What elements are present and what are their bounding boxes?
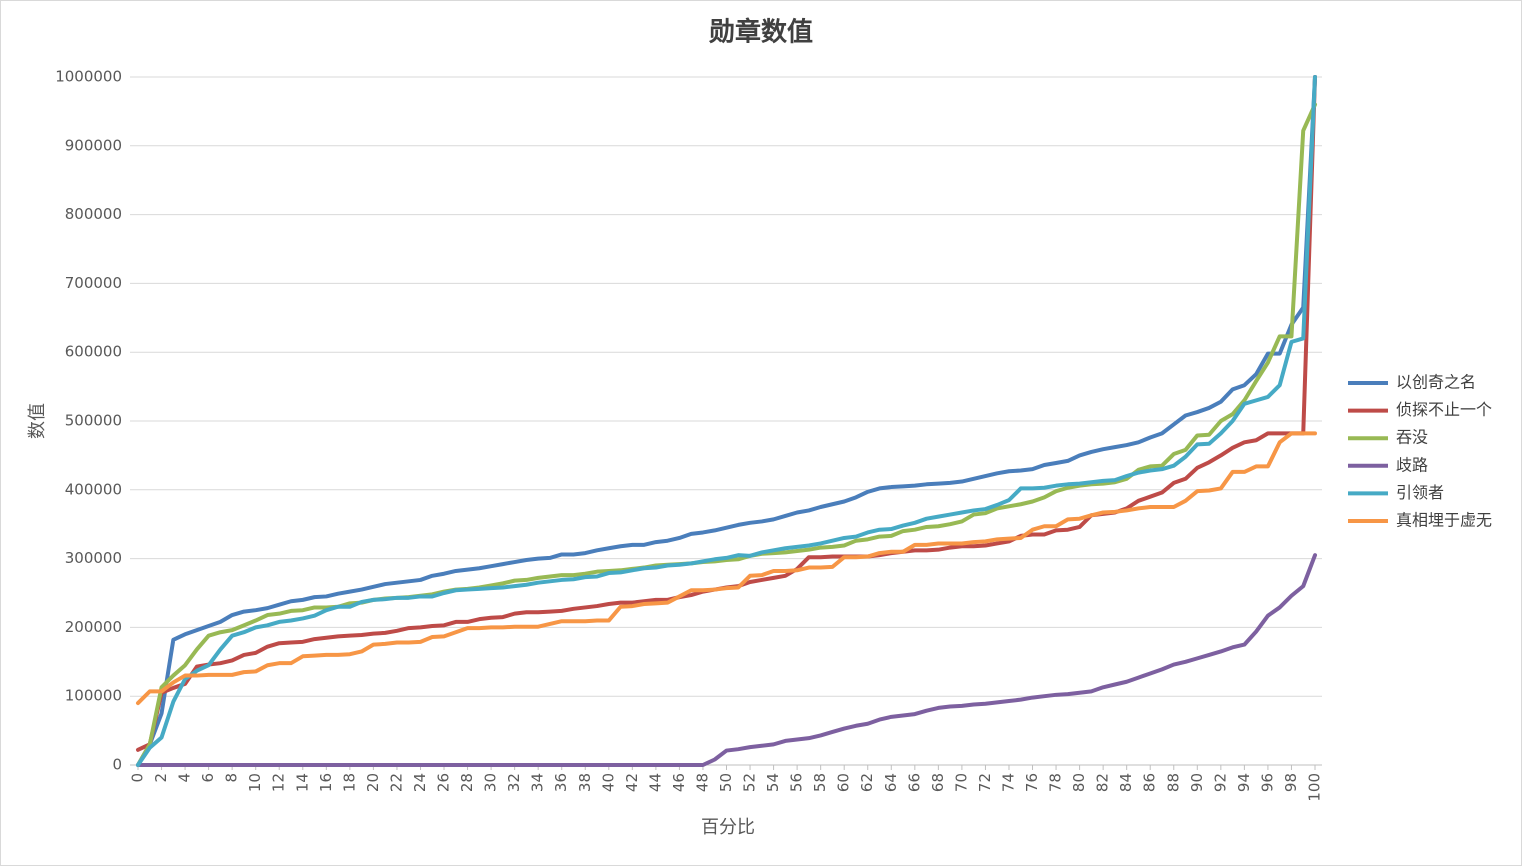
x-tick-label: 90 xyxy=(1188,773,1206,792)
x-tick-label: 40 xyxy=(599,773,617,792)
y-tick-label: 1000000 xyxy=(55,68,122,86)
line xyxy=(136,553,1317,767)
x-tick-label: 18 xyxy=(340,773,358,792)
x-tick-label: 88 xyxy=(1164,773,1182,792)
x-tick-label: 78 xyxy=(1047,773,1065,792)
x-tick-label: 16 xyxy=(317,773,335,792)
x-tick-label: 76 xyxy=(1023,773,1041,792)
x-tick-label: 36 xyxy=(552,773,570,792)
x-tick-label: 10 xyxy=(246,773,264,792)
y-tick-label: 700000 xyxy=(65,274,122,292)
x-tick-label: 100 xyxy=(1306,773,1324,802)
x-tick-label: 86 xyxy=(1141,773,1159,792)
x-tick-label: 8 xyxy=(223,773,241,783)
x-tick-label: 44 xyxy=(646,773,664,792)
x-tick-label: 42 xyxy=(623,773,641,792)
x-tick-label: 72 xyxy=(976,773,994,792)
x-tick-label: 82 xyxy=(1094,773,1112,792)
x-tick-label: 94 xyxy=(1235,773,1253,792)
y-tick-label: 100000 xyxy=(65,687,122,705)
x-tick-label: 54 xyxy=(764,773,782,792)
line xyxy=(136,431,1317,706)
legend-text: 歧路 xyxy=(1396,455,1428,474)
x-tick-label: 98 xyxy=(1282,773,1300,792)
y-tick-label: 600000 xyxy=(65,343,122,361)
line xyxy=(136,75,1317,767)
x-tick-label: 4 xyxy=(176,773,194,783)
x-tick-label: 30 xyxy=(482,773,500,792)
y-tick-label: 300000 xyxy=(65,549,122,567)
x-tick-label: 64 xyxy=(882,773,900,792)
x-tick-label: 12 xyxy=(270,773,288,792)
y-axis-title: 数值 xyxy=(27,403,48,439)
y-tick-label: 800000 xyxy=(65,205,122,223)
legend-text: 侦探不止一个 xyxy=(1396,400,1492,419)
legend-text: 真相埋于虚无 xyxy=(1396,511,1492,530)
x-tick-label: 48 xyxy=(693,773,711,792)
x-tick-label: 66 xyxy=(905,773,923,792)
x-tick-label: 32 xyxy=(505,773,523,792)
legend-text: 吞没 xyxy=(1396,428,1428,447)
x-tick-label: 22 xyxy=(387,773,405,792)
x-tick-label: 56 xyxy=(788,773,806,792)
x-tick-label: 84 xyxy=(1117,773,1135,792)
y-tick-label: 400000 xyxy=(65,480,122,498)
x-tick-label: 46 xyxy=(670,773,688,792)
x-tick-label: 60 xyxy=(835,773,853,792)
x-tick-label: 92 xyxy=(1211,773,1229,792)
x-tick-label: 28 xyxy=(458,773,476,792)
legend-text: 以创奇之名 xyxy=(1396,373,1476,392)
x-tick-label: 34 xyxy=(529,773,547,792)
chart-title: 勋章数值 xyxy=(708,17,813,48)
x-tick-label: 20 xyxy=(364,773,382,792)
x-tick-label: 6 xyxy=(199,773,217,783)
x-tick-label: 52 xyxy=(741,773,759,792)
x-axis-title: 百分比 xyxy=(701,817,755,838)
x-tick-label: 62 xyxy=(858,773,876,792)
y-tick-label: 200000 xyxy=(65,618,122,636)
x-tick-label: 14 xyxy=(293,773,311,792)
x-tick-label: 68 xyxy=(929,773,947,792)
x-tick-label: 2 xyxy=(152,773,170,783)
x-tick-label: 26 xyxy=(435,773,453,792)
x-tick-label: 74 xyxy=(999,773,1017,792)
legend-text: 引领者 xyxy=(1396,483,1444,502)
y-tick-label: 0 xyxy=(112,756,122,774)
x-tick-label: 80 xyxy=(1070,773,1088,792)
x-tick-label: 50 xyxy=(717,773,735,792)
y-tick-label: 500000 xyxy=(65,412,122,430)
x-tick-label: 0 xyxy=(129,773,147,783)
line xyxy=(136,75,1317,767)
x-tick-label: 58 xyxy=(811,773,829,792)
x-tick-label: 96 xyxy=(1258,773,1276,792)
y-tick-label: 900000 xyxy=(65,136,122,154)
x-tick-label: 24 xyxy=(411,773,429,792)
x-tick-label: 70 xyxy=(952,773,970,792)
x-tick-label: 38 xyxy=(576,773,594,792)
